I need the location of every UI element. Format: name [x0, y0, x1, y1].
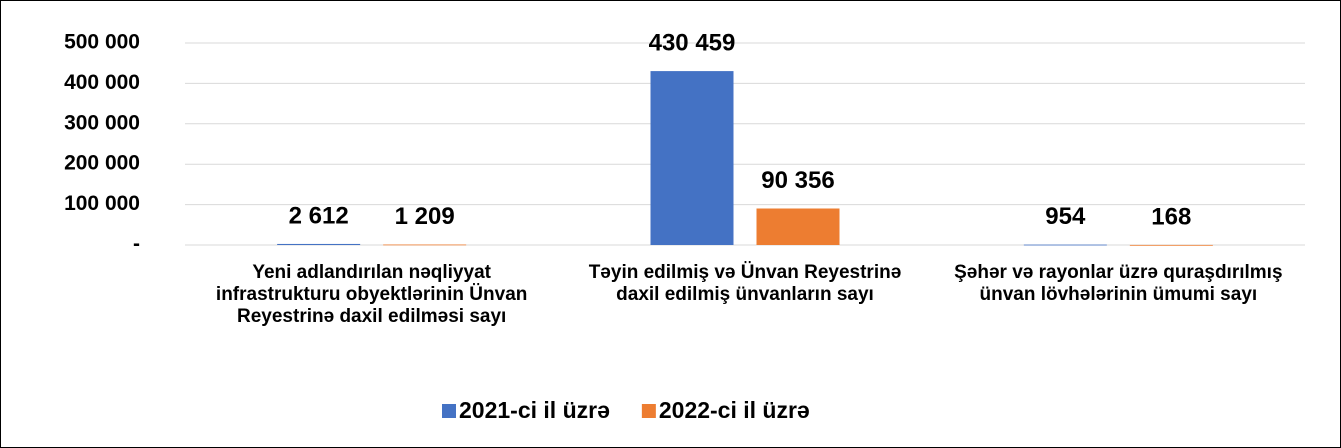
data-label: 430 459: [649, 29, 736, 56]
y-tick-label: -: [133, 233, 140, 256]
bar: [277, 243, 361, 245]
legend-label: 2021-ci il üzrə: [459, 397, 610, 423]
bar: [1129, 244, 1213, 246]
legend-swatch: [641, 404, 656, 418]
y-tick-label: 500 000: [64, 31, 140, 54]
legend: 2021-ci il üzrə 2022-ci il üzrə: [442, 397, 810, 423]
data-label: 1 209: [395, 203, 455, 230]
legend-swatch: [442, 404, 456, 418]
data-label: 2 612: [289, 202, 349, 229]
bar: [383, 244, 467, 246]
y-tick-label: 400 000: [64, 71, 140, 94]
bar: [650, 71, 734, 245]
x-tick-label: Yeni adlandırılan nəqliyyat infrastruktu…: [215, 262, 528, 327]
x-tick-label: Təyin edilmiş və Ünvan Reyestrinə daxil …: [588, 262, 902, 305]
bar: [756, 208, 840, 245]
y-tick-label: 200 000: [64, 152, 140, 175]
data-label: 954: [1045, 203, 1086, 230]
data-label: 168: [1151, 203, 1191, 230]
x-tick-label: Şəhər və rayonlar üzrə quraşdırılmış ünv…: [954, 262, 1283, 305]
y-tick-label: 300 000: [64, 111, 140, 134]
y-tick-label: 100 000: [64, 192, 140, 215]
data-label: 90 356: [761, 167, 834, 194]
bar: [1023, 244, 1107, 246]
legend-label: 2022-ci il üzrə: [659, 397, 810, 423]
